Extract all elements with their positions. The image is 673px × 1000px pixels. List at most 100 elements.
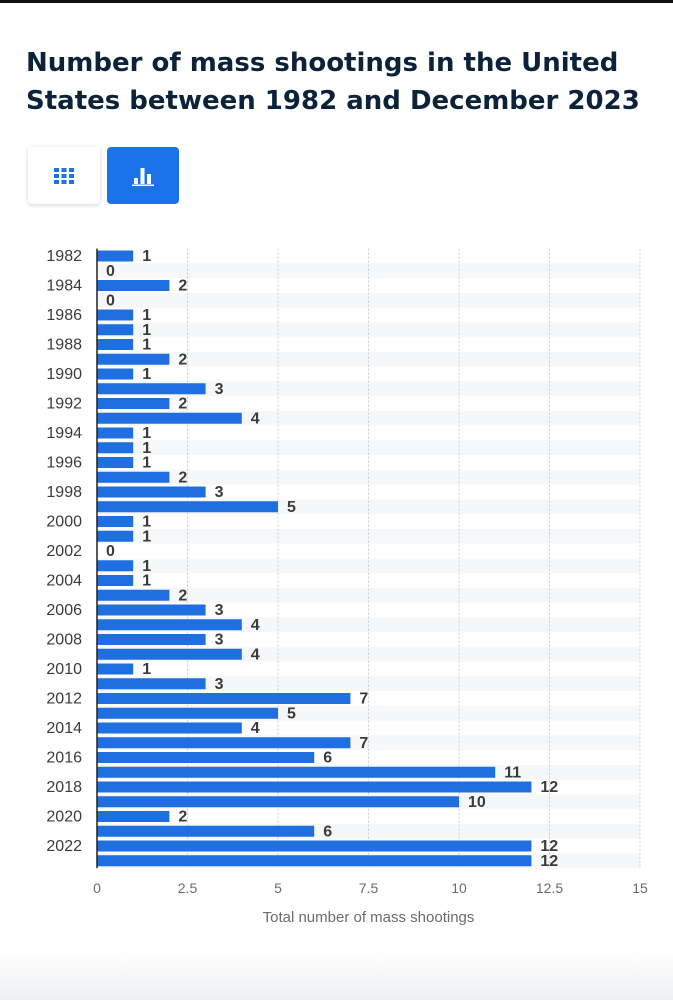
row-band <box>97 440 640 456</box>
data-label: 6 <box>323 750 332 767</box>
bar <box>97 648 242 660</box>
y-tick-label: 1988 <box>46 337 82 354</box>
row-band <box>97 263 640 279</box>
x-tick-label: 0 <box>93 880 101 896</box>
bar <box>97 560 134 572</box>
y-tick-label: 2012 <box>46 691 82 708</box>
data-label: 4 <box>251 646 260 663</box>
data-label: 3 <box>215 484 224 501</box>
bar <box>97 486 206 498</box>
data-label: 1 <box>142 322 151 339</box>
chart-view-button[interactable] <box>107 147 179 204</box>
bar <box>97 412 242 424</box>
data-label: 1 <box>142 455 151 472</box>
data-label: 1 <box>142 514 151 531</box>
y-tick-label: 2002 <box>46 543 82 560</box>
bar <box>97 752 315 763</box>
bar <box>97 309 134 321</box>
y-tick-label: 1998 <box>46 484 82 501</box>
x-tick-label: 12.5 <box>536 880 563 896</box>
y-tick-label: 2008 <box>46 632 82 649</box>
y-tick-label: 2006 <box>46 602 82 619</box>
bar <box>97 250 134 262</box>
bar <box>97 589 170 601</box>
data-label: 1 <box>142 558 151 575</box>
data-label: 1 <box>142 248 151 265</box>
data-label: 5 <box>287 705 296 722</box>
y-tick-label: 1982 <box>46 248 82 265</box>
bar <box>97 663 134 675</box>
table-view-button[interactable] <box>28 147 100 204</box>
x-tick-label: 7.5 <box>359 880 379 896</box>
data-label: 1 <box>142 528 151 545</box>
bar <box>97 811 170 822</box>
table-grid-icon <box>54 167 74 184</box>
data-label: 7 <box>359 735 368 752</box>
bar <box>97 678 206 690</box>
x-tick-label: 10 <box>451 880 467 896</box>
data-label: 4 <box>251 617 260 634</box>
x-tick-label: 5 <box>274 880 282 896</box>
bar <box>97 280 170 291</box>
bar <box>97 840 532 852</box>
data-label: 3 <box>215 632 224 649</box>
y-tick-label: 2018 <box>46 779 82 796</box>
bar <box>97 398 170 409</box>
bar <box>97 471 170 483</box>
data-label: 1 <box>142 573 151 590</box>
bar <box>97 530 134 542</box>
y-tick-label: 2022 <box>46 838 82 855</box>
data-label: 10 <box>468 794 486 811</box>
row-band <box>97 587 640 603</box>
data-label: 2 <box>178 587 187 604</box>
bar <box>97 353 170 365</box>
data-label: 7 <box>359 691 368 708</box>
row-band <box>97 351 640 367</box>
data-label: 2 <box>178 278 187 295</box>
data-label: 0 <box>106 292 115 309</box>
bottom-divider <box>0 945 673 1000</box>
bar <box>97 766 496 778</box>
data-label: 1 <box>142 366 151 383</box>
data-label: 3 <box>215 676 224 693</box>
data-label: 3 <box>215 602 224 619</box>
chart-svg: 0 2.5 5 7.5 10 12.5 15102011121324111235110112… <box>46 248 648 926</box>
data-label: 5 <box>287 499 296 516</box>
data-label: 1 <box>142 337 151 354</box>
bar <box>97 339 134 350</box>
data-label: 0 <box>106 263 115 280</box>
y-tick-label: 1996 <box>46 455 82 472</box>
bar <box>97 427 134 439</box>
y-tick-label: 2004 <box>46 573 82 590</box>
data-label: 0 <box>106 543 115 560</box>
data-label: 11 <box>504 764 521 781</box>
bar <box>97 781 532 793</box>
data-label: 4 <box>251 410 260 427</box>
bar <box>97 442 134 454</box>
data-label: 2 <box>178 396 187 413</box>
y-tick-label: 2014 <box>46 720 82 737</box>
y-tick-label: 1986 <box>46 307 82 324</box>
data-label: 2 <box>178 809 187 826</box>
bar <box>97 324 134 336</box>
data-label: 2 <box>178 351 187 368</box>
data-label: 1 <box>142 661 151 678</box>
y-tick-label: 1984 <box>46 278 82 295</box>
bar <box>97 368 134 380</box>
y-tick-label: 2020 <box>46 809 82 826</box>
row-band <box>97 292 640 308</box>
bar-chart: 0 2.5 5 7.5 10 12.5 15 1 0 2 0 1 1 1 2 1 3 2 4 1 1 1 2 3 5 1 1 0 1 1 2… <box>0 230 673 930</box>
data-label: 6 <box>323 823 332 840</box>
y-tick-label: 2000 <box>46 514 82 531</box>
page-title: Number of mass shootings in the United S… <box>26 48 640 116</box>
bar <box>97 796 459 808</box>
bar <box>97 825 315 837</box>
data-label: 12 <box>540 779 558 796</box>
y-tick-label: 1990 <box>46 366 82 383</box>
bar <box>97 383 206 395</box>
row-band <box>97 676 640 692</box>
data-label: 1 <box>142 440 151 457</box>
bar <box>97 707 278 719</box>
bar <box>97 722 242 734</box>
y-tick-label: 1994 <box>46 425 82 442</box>
